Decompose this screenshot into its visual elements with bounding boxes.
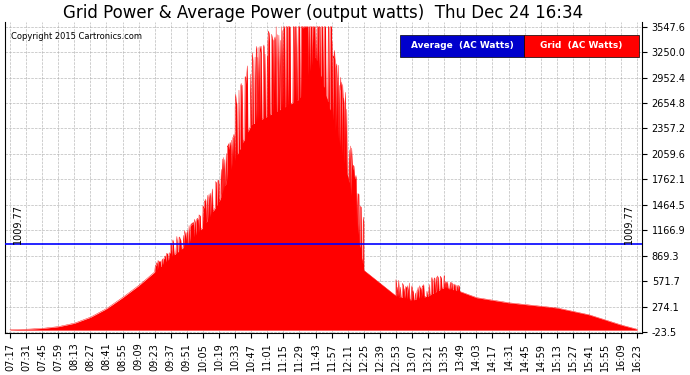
FancyBboxPatch shape [400,35,524,57]
FancyBboxPatch shape [524,35,639,57]
Text: Grid  (AC Watts): Grid (AC Watts) [540,41,622,50]
Text: Average  (AC Watts): Average (AC Watts) [411,41,513,50]
Text: 1009.77: 1009.77 [624,204,634,244]
Title: Grid Power & Average Power (output watts)  Thu Dec 24 16:34: Grid Power & Average Power (output watts… [63,4,584,22]
Text: Copyright 2015 Cartronics.com: Copyright 2015 Cartronics.com [12,32,142,40]
Text: 1009.77: 1009.77 [13,204,23,244]
